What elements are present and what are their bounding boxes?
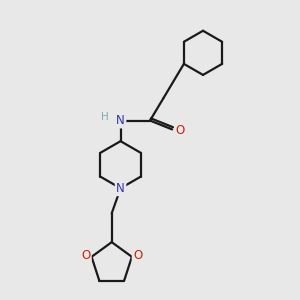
Text: N: N [116, 114, 125, 127]
Text: O: O [176, 124, 185, 137]
Text: O: O [81, 249, 90, 262]
Text: N: N [116, 182, 125, 195]
Text: O: O [133, 249, 142, 262]
Text: H: H [101, 112, 109, 122]
